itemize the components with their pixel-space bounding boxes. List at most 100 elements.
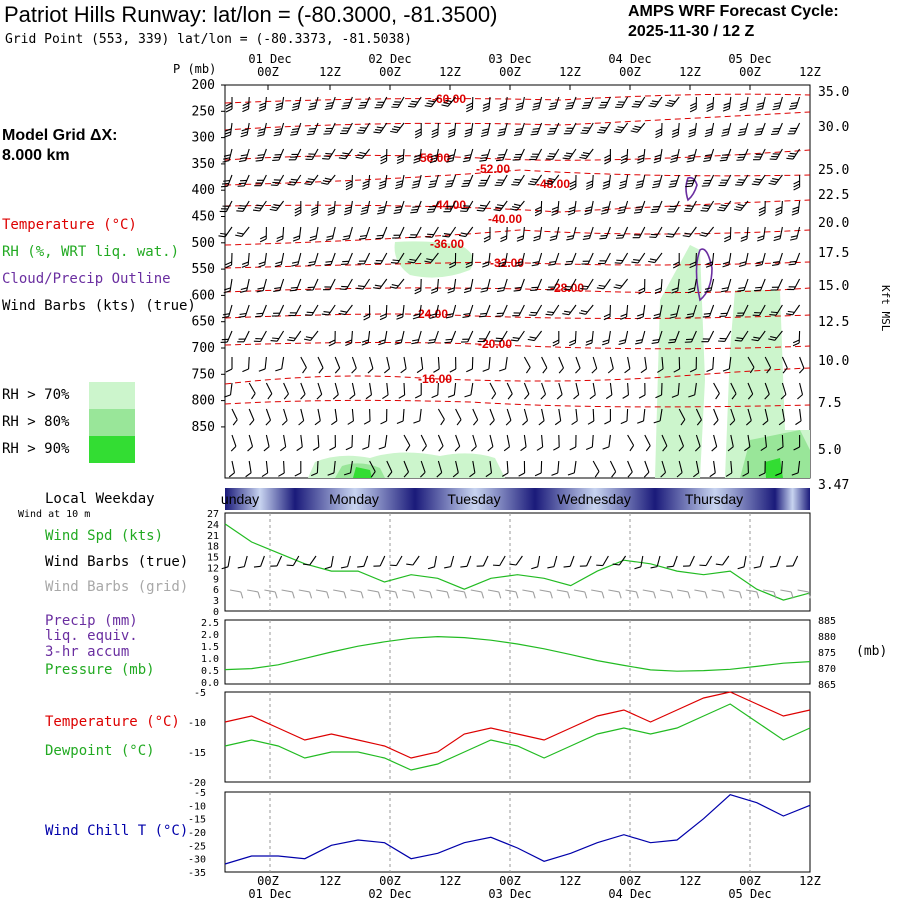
barb-flag xyxy=(359,151,367,155)
barb-flag xyxy=(566,104,573,107)
barb-shaft xyxy=(705,226,715,237)
barb-flag xyxy=(410,234,417,236)
barb-flag xyxy=(739,261,747,265)
barb-flag xyxy=(721,154,729,156)
wind-barb xyxy=(460,200,474,212)
wind-barb xyxy=(764,382,770,400)
weekday-label: Tuesday xyxy=(447,491,500,507)
barb-shaft xyxy=(658,174,663,187)
barb-shaft xyxy=(436,278,439,292)
barb-flag xyxy=(771,286,779,288)
wind-barb xyxy=(700,200,715,212)
barb-flag xyxy=(340,566,348,569)
wind-barb xyxy=(553,434,560,451)
barb-flag xyxy=(702,315,710,318)
wind-barb xyxy=(316,382,323,400)
barb-shaft xyxy=(283,408,288,421)
barb-flag xyxy=(620,160,628,165)
barb-flag xyxy=(671,287,679,291)
wind-barb xyxy=(317,356,324,374)
barb-flag xyxy=(688,131,696,135)
barb-flag xyxy=(325,260,333,263)
barb-shaft xyxy=(248,408,255,421)
forecast-cycle-value: 2025-11-30 / 12 Z xyxy=(628,23,755,40)
barb-shaft xyxy=(661,434,668,447)
barb-flag xyxy=(257,134,264,137)
barb-flag xyxy=(551,472,558,476)
barb-flag xyxy=(596,287,604,290)
barb-flag xyxy=(715,563,723,566)
barb-flag xyxy=(433,368,440,373)
page-title: Patriot Hills Runway: lat/lon = (-80.300… xyxy=(4,2,498,27)
barb-flag xyxy=(303,338,311,341)
barb-shaft xyxy=(316,460,319,474)
wind-barb xyxy=(602,174,611,190)
wind-barb xyxy=(327,460,336,476)
barb-flag xyxy=(563,288,571,291)
barb-shaft xyxy=(281,96,285,109)
barb-flag xyxy=(393,234,401,236)
wind-barb xyxy=(551,200,560,216)
wind-barb xyxy=(242,96,250,113)
barb-flag xyxy=(770,336,777,339)
barb-flag xyxy=(620,313,628,317)
barb-shaft xyxy=(300,434,303,447)
barb-flag xyxy=(321,313,329,316)
barb-flag xyxy=(387,471,393,478)
barb-flag xyxy=(547,133,554,135)
barb-flag xyxy=(651,208,659,211)
barb-flag xyxy=(462,182,470,185)
barb-shaft xyxy=(794,252,801,265)
barb-flag xyxy=(430,157,437,161)
wind-barb xyxy=(497,122,508,137)
barb-flag xyxy=(275,261,283,265)
barb-flag xyxy=(680,419,686,426)
barb-flag xyxy=(222,313,230,316)
barb-flag xyxy=(548,177,556,181)
barb-shaft xyxy=(386,460,393,473)
barb-flag xyxy=(719,159,727,162)
barb-flag xyxy=(614,262,622,264)
barb-flag xyxy=(598,284,606,287)
barb-flag xyxy=(360,591,364,599)
wind-barb xyxy=(374,252,388,265)
barb-flag xyxy=(774,102,781,105)
wind-barb-true xyxy=(340,555,351,569)
barb-flag xyxy=(670,157,678,161)
wind-barb xyxy=(580,278,594,290)
height-tick-label: 17.5 xyxy=(818,246,849,261)
wind-barb xyxy=(657,356,664,373)
barb-flag xyxy=(528,314,536,316)
barb-flag xyxy=(685,208,693,210)
wind-barb xyxy=(669,304,680,319)
barb-flag xyxy=(396,420,404,425)
wind-barb xyxy=(437,434,444,452)
barb-flag xyxy=(257,131,265,134)
wind-barb xyxy=(638,382,646,399)
wind-barb xyxy=(592,460,600,478)
barb-flag xyxy=(615,284,623,287)
barb-flag xyxy=(755,264,763,267)
barb-shaft xyxy=(328,148,336,160)
wind-barb xyxy=(787,122,801,135)
wind-barb xyxy=(644,434,651,452)
barb-flag xyxy=(466,368,473,373)
barb-flag xyxy=(637,313,644,317)
barb-flag xyxy=(307,130,315,133)
barb-flag xyxy=(241,261,249,265)
barb-flag xyxy=(481,131,489,135)
barb-flag xyxy=(581,129,589,132)
barb-flag xyxy=(324,130,332,132)
barb-flag xyxy=(481,287,488,290)
wind-barb-true xyxy=(357,555,369,568)
barb-shaft xyxy=(757,330,766,342)
barb-flag xyxy=(552,339,560,344)
weekday-band xyxy=(655,488,775,510)
barb-flag xyxy=(795,420,802,426)
wind-barb xyxy=(303,330,319,341)
barb-shaft xyxy=(279,278,285,291)
barb-flag xyxy=(534,472,542,477)
barb-shaft xyxy=(281,589,293,593)
barb-flag xyxy=(670,160,677,163)
barb-flag xyxy=(630,130,638,133)
